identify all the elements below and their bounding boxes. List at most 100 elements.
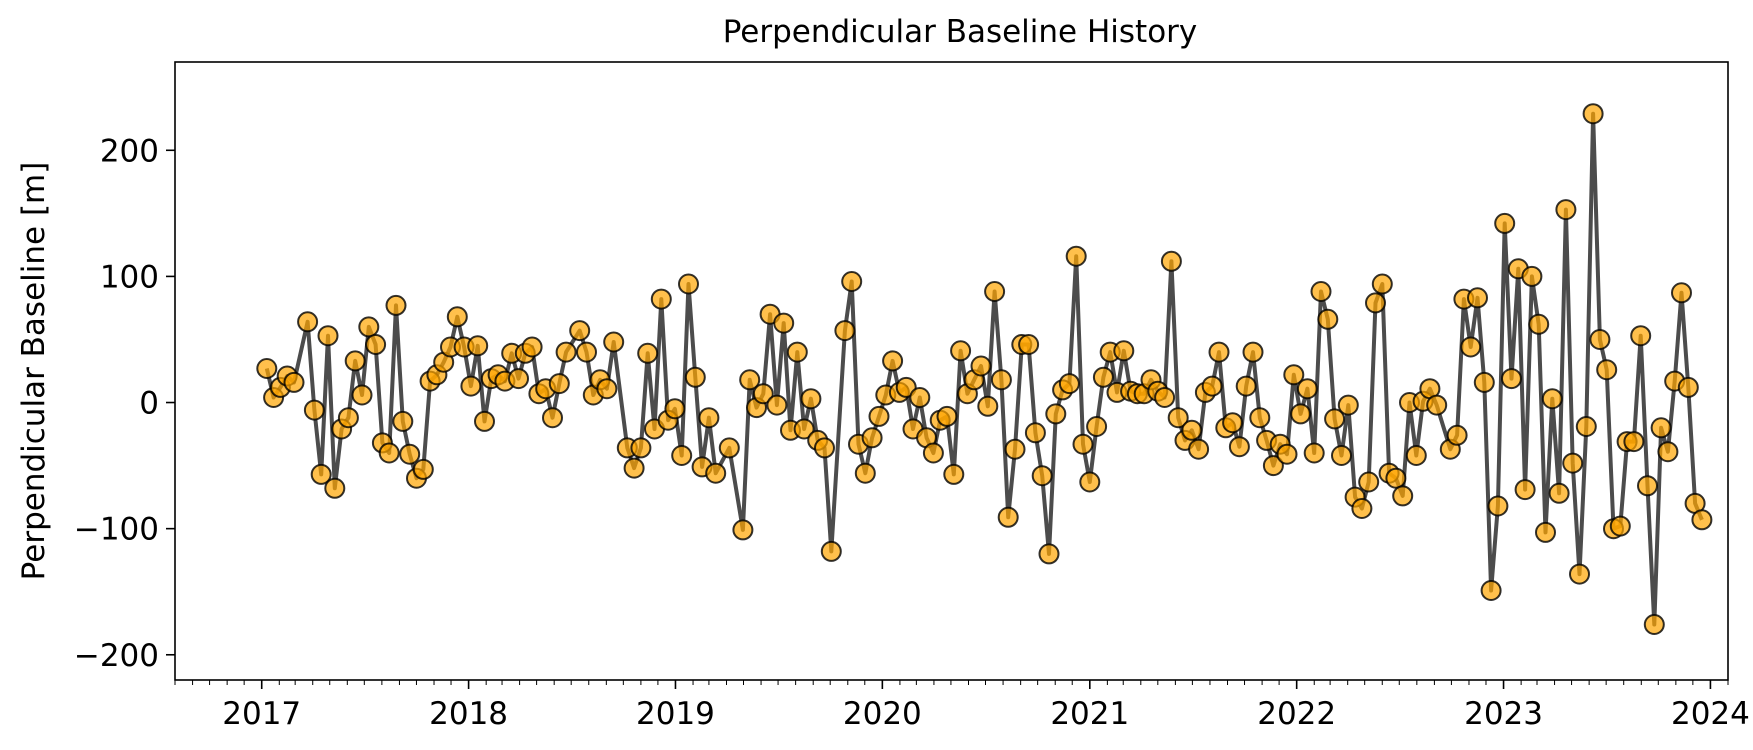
data-point — [1643, 614, 1665, 635]
data-point — [555, 341, 577, 363]
data-point — [542, 407, 563, 429]
data-point — [1324, 408, 1346, 430]
data-point — [698, 407, 720, 429]
data-point — [630, 437, 652, 459]
data-point — [1228, 436, 1250, 458]
data-point — [990, 369, 1012, 391]
data-point — [358, 316, 380, 338]
data-point — [446, 306, 468, 328]
data-point — [984, 281, 1006, 302]
x-tick-label: 2017 — [222, 696, 301, 732]
data-point — [773, 312, 795, 334]
data-point — [664, 398, 686, 420]
data-point — [310, 463, 332, 485]
data-point — [467, 335, 489, 357]
data-point — [623, 457, 645, 479]
data-point — [800, 388, 822, 410]
data-point — [1160, 250, 1182, 272]
data-point — [1630, 325, 1652, 347]
data-point — [1290, 403, 1312, 425]
data-point — [868, 405, 890, 427]
data-point — [671, 445, 693, 466]
data-point — [1310, 281, 1332, 302]
data-point — [1181, 419, 1203, 441]
data-point — [399, 443, 421, 465]
data-point — [474, 410, 495, 432]
data-point — [1575, 416, 1597, 437]
data-point — [521, 336, 543, 358]
x-tick-label: 2019 — [636, 696, 715, 732]
data-point — [1242, 341, 1264, 363]
data-point — [1426, 394, 1448, 416]
data-point — [297, 311, 319, 333]
data-point — [460, 375, 482, 397]
data-point — [650, 288, 672, 310]
x-axis-minor-ticks — [174, 680, 1729, 685]
data-point — [922, 442, 944, 464]
data-point — [1460, 336, 1482, 358]
data-point — [365, 334, 387, 355]
data-point — [1188, 438, 1210, 460]
y-axis-ticks: −200 −100 0 100 200 — [74, 133, 175, 674]
data-point — [739, 369, 761, 391]
data-point — [1541, 388, 1563, 410]
data-point — [1201, 375, 1223, 397]
data-point — [1004, 438, 1026, 460]
data-point — [786, 341, 808, 363]
y-tick-label: −100 — [74, 512, 159, 548]
data-point — [1154, 387, 1176, 408]
x-tick-label: 2022 — [1257, 696, 1336, 732]
data-point — [943, 463, 965, 485]
data-point — [1235, 375, 1257, 397]
data-point — [997, 506, 1019, 528]
data-point — [1092, 366, 1114, 388]
data-point — [936, 405, 958, 427]
data-point — [793, 418, 815, 440]
data-point — [1351, 498, 1373, 519]
data-point — [1480, 580, 1502, 601]
data-point — [1609, 515, 1631, 537]
data-point — [596, 378, 618, 400]
data-point — [1167, 407, 1189, 429]
data-point — [1262, 455, 1284, 477]
data-point — [1623, 431, 1645, 453]
data-point — [1494, 212, 1516, 234]
data-point — [1535, 521, 1556, 543]
data-point — [344, 350, 366, 372]
data-point — [1358, 471, 1380, 493]
data-point — [1113, 340, 1135, 362]
data-point — [1650, 417, 1672, 439]
data-point — [1467, 287, 1488, 309]
data-point — [1031, 465, 1053, 487]
data-point — [861, 427, 883, 449]
data-point — [1317, 308, 1339, 330]
data-point — [1562, 452, 1584, 474]
marker-layer — [256, 103, 1713, 635]
data-point — [732, 519, 754, 541]
x-tick-label: 2018 — [429, 696, 508, 732]
data-point — [1337, 394, 1359, 416]
data-point — [1487, 495, 1509, 517]
chart-title: Perpendicular Baseline History — [723, 14, 1198, 50]
data-point — [1473, 371, 1495, 393]
data-point — [256, 358, 278, 379]
data-point — [854, 462, 876, 484]
data-point — [1528, 313, 1550, 335]
data-point — [882, 350, 904, 372]
data-point — [1691, 509, 1713, 531]
data-point — [603, 331, 625, 353]
data-point — [1555, 199, 1577, 221]
data-point — [1589, 329, 1611, 350]
data-point — [705, 462, 727, 484]
x-tick-label: 2024 — [1671, 696, 1750, 732]
data-point — [1283, 364, 1305, 386]
data-point — [1276, 443, 1298, 465]
data-point — [1371, 273, 1393, 295]
data-point — [385, 294, 407, 316]
data-point — [814, 437, 835, 459]
y-tick-label: 0 — [139, 386, 159, 422]
data-point — [324, 477, 346, 499]
data-point — [637, 342, 659, 364]
data-point — [1018, 334, 1040, 355]
